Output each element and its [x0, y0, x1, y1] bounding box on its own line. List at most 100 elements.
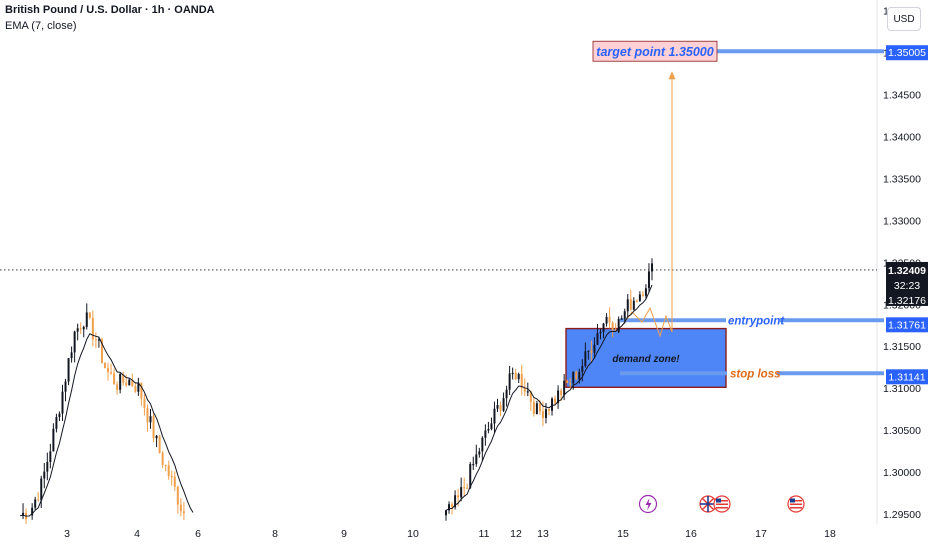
y-tick-label: 1.30000 — [883, 467, 921, 479]
candle-body — [454, 495, 457, 508]
candle-body — [73, 331, 76, 353]
candle-body — [623, 311, 626, 319]
chart-title[interactable]: British Pound / U.S. Dollar · 1h · OANDA — [5, 4, 215, 16]
candle-body — [149, 416, 152, 423]
x-tick-label: 4 — [134, 528, 140, 540]
candle-body — [560, 390, 563, 396]
candle-body — [176, 486, 179, 505]
demand-zone[interactable] — [565, 327, 727, 388]
candle-body — [97, 339, 100, 341]
candle-body — [484, 430, 487, 438]
x-axis: 3 4 6 8 9 10 11 12 13 15 16 17 18 — [64, 528, 836, 540]
candle-body — [554, 398, 557, 404]
candle-body — [125, 382, 128, 386]
candle-body — [548, 409, 550, 411]
target-price-tag-text: 1.35005 — [888, 47, 926, 59]
candle-body — [596, 333, 599, 345]
candle-body — [608, 316, 611, 323]
candle-body — [49, 451, 52, 462]
lightning-icon[interactable] — [638, 494, 658, 514]
candle-body — [469, 464, 472, 488]
candle-body — [107, 368, 110, 373]
candle-body — [602, 323, 605, 332]
x-tick-label: 8 — [272, 528, 278, 540]
x-tick-label: 17 — [755, 528, 767, 540]
candle-body — [505, 389, 508, 399]
candle-body — [578, 371, 581, 380]
target-price-tag — [886, 45, 928, 61]
candle-body — [499, 405, 502, 411]
us-flag-icon[interactable] — [787, 495, 805, 513]
candle-body — [46, 461, 49, 472]
candle-body — [641, 294, 644, 296]
candle-body — [161, 452, 164, 465]
us-flag-icon[interactable] — [713, 495, 731, 513]
economic-events — [638, 494, 805, 514]
x-tick-label: 13 — [537, 528, 549, 540]
candle-body — [37, 499, 40, 501]
candle-body — [563, 380, 566, 396]
candle-body — [590, 350, 593, 353]
candle-body — [116, 384, 119, 390]
demand-zone-label: demand zone! — [612, 354, 680, 365]
candle-body — [155, 435, 158, 439]
candle-body — [448, 504, 451, 511]
candle-body — [113, 373, 116, 385]
x-tick-label: 15 — [617, 528, 629, 540]
projection-path — [621, 306, 673, 338]
candle-body — [569, 383, 572, 385]
candle-body — [140, 382, 143, 399]
candle-body — [520, 374, 523, 388]
entry-price-tag — [886, 317, 928, 333]
entry-point-label: entrypoint — [728, 315, 785, 327]
candle-body — [566, 380, 569, 384]
candle-body — [64, 381, 67, 392]
candle-body — [179, 504, 182, 512]
candle-body — [52, 428, 55, 452]
candle-body — [463, 487, 466, 489]
candle-body — [134, 386, 137, 392]
candle-body — [82, 326, 85, 330]
candle-body — [626, 299, 629, 312]
candle-body — [167, 465, 170, 477]
candle-body — [445, 510, 447, 516]
candle-body — [651, 263, 653, 272]
bar-countdown-text: 32:23 — [894, 280, 920, 292]
candle-body — [529, 391, 532, 402]
candle-body — [493, 408, 496, 424]
y-tick-label: 1.31500 — [883, 341, 921, 353]
x-tick-label: 3 — [64, 528, 70, 540]
ema-line-right — [445, 284, 653, 511]
candle-body — [635, 300, 638, 303]
candle-body — [481, 437, 484, 452]
candle-body — [647, 271, 650, 289]
ema-indicator-label[interactable]: EMA (7, close) — [5, 20, 77, 32]
candle-body — [638, 294, 641, 301]
candle-body — [457, 495, 460, 498]
candle-body — [472, 463, 475, 466]
candle-body — [34, 499, 37, 508]
candle-body — [137, 382, 140, 392]
candle-body — [146, 407, 149, 423]
candle-body — [581, 365, 584, 372]
candle-body — [544, 409, 547, 418]
candle-body — [541, 411, 544, 418]
y-tick-label: 1.31000 — [883, 383, 921, 395]
candle-body — [131, 379, 134, 387]
candle-body — [526, 391, 529, 393]
candle-body — [143, 398, 146, 408]
x-tick-label: 6 — [195, 528, 201, 540]
x-tick-label: 11 — [479, 528, 490, 540]
candle-body — [475, 454, 478, 464]
x-tick-label: 18 — [824, 528, 836, 540]
candle-body — [632, 300, 635, 310]
stop-price-tag-text: 1.31141 — [888, 371, 925, 383]
candle-body — [511, 372, 514, 375]
candle-body — [451, 504, 454, 508]
x-tick-label: 16 — [685, 528, 697, 540]
candle-body — [572, 371, 575, 384]
currency-button[interactable]: USD — [887, 7, 921, 31]
target-arrow-head — [668, 71, 676, 80]
target-box[interactable] — [592, 40, 718, 62]
